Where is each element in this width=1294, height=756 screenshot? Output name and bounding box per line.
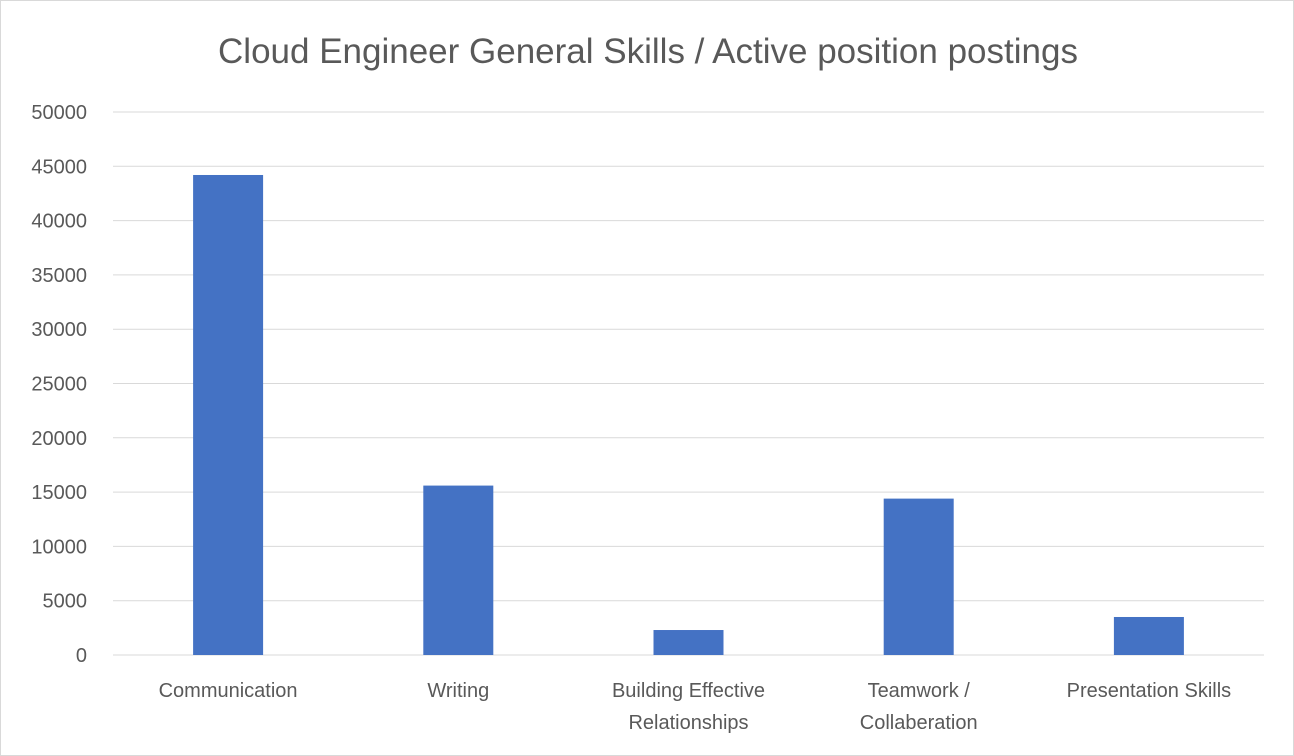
x-category-label: Teamwork / Collaberation xyxy=(860,680,978,734)
x-axis-categories: Communication Writing Building Effective Re… xyxy=(159,680,1232,734)
bar xyxy=(423,485,494,655)
y-axis-ticks: 0 5000 10000 15000 20000 25000 30000 35000 40000… xyxy=(31,102,87,667)
y-tick-label: 45000 xyxy=(31,156,87,178)
bar xyxy=(1113,616,1184,655)
y-tick-label: 40000 xyxy=(31,211,87,233)
bar xyxy=(653,630,724,655)
y-tick-label: 50000 xyxy=(31,102,87,124)
x-category-label: Communication xyxy=(159,680,298,702)
y-tick-label: 5000 xyxy=(43,591,88,613)
x-category-label: Building Effective Relationships xyxy=(612,680,765,734)
bar xyxy=(883,498,954,655)
chart-title: Cloud Engineer General Skills / Active p… xyxy=(218,32,1078,71)
y-tick-label: 0 xyxy=(76,645,87,667)
y-tick-label: 10000 xyxy=(31,536,87,558)
y-tick-label: 15000 xyxy=(31,482,87,504)
x-category-label: Writing xyxy=(427,680,489,702)
y-tick-label: 20000 xyxy=(31,428,87,450)
y-tick-label: 35000 xyxy=(31,265,87,287)
x-category-label: Presentation Skills xyxy=(1067,680,1232,702)
bars xyxy=(193,174,1184,655)
y-tick-label: 25000 xyxy=(31,374,87,396)
y-tick-label: 30000 xyxy=(31,319,87,341)
bar xyxy=(193,174,264,655)
gridlines xyxy=(113,111,1264,656)
